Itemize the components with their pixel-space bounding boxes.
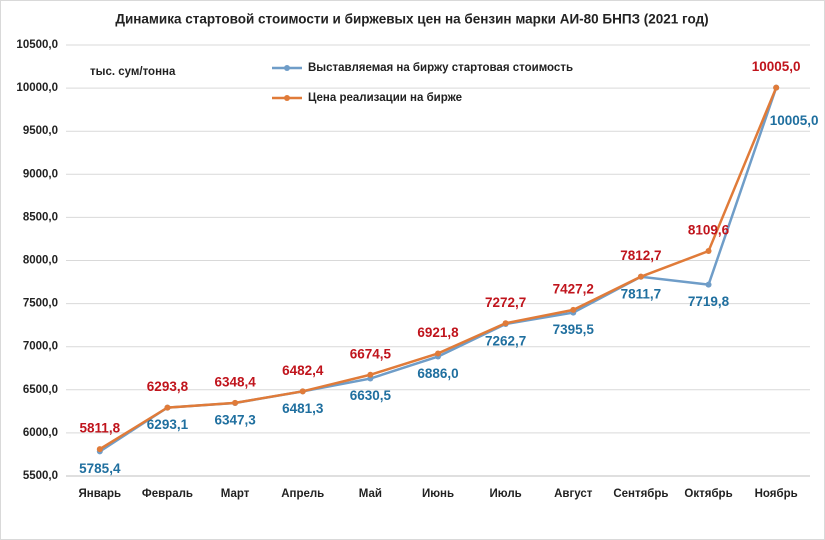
data-label: 6347,3	[214, 413, 256, 428]
x-tick-label: Ноябрь	[755, 488, 798, 500]
data-label: 7812,7	[620, 248, 661, 263]
data-label: 7719,8	[688, 294, 730, 309]
y-tick-label: 8500,0	[23, 211, 58, 223]
point	[367, 371, 374, 378]
legend-marker	[284, 65, 290, 71]
x-tick-label: Август	[554, 488, 593, 500]
y-tick-label: 7500,0	[23, 298, 58, 310]
x-tick-label: Сентябрь	[613, 488, 668, 500]
x-tick-label: Февраль	[142, 488, 193, 500]
y-tick-label: 9000,0	[23, 168, 58, 180]
point	[570, 306, 577, 313]
data-label: 6630,5	[350, 388, 392, 403]
x-tick-label: Апрель	[281, 488, 324, 500]
data-label: 6886,0	[417, 366, 458, 381]
data-label: 6482,4	[282, 363, 324, 378]
data-label: 6348,4	[214, 374, 256, 389]
data-label: 5785,4	[79, 461, 121, 476]
chart-title: Динамика стартовой стоимости и биржевых …	[115, 12, 708, 27]
data-label: 7811,7	[621, 286, 662, 301]
data-label: 8109,6	[688, 223, 730, 238]
y-tick-label: 6500,0	[23, 384, 58, 396]
y-tick-label: 7000,0	[23, 341, 58, 353]
legend-label: Цена реализации на бирже	[308, 92, 462, 104]
y-tick-label: 6000,0	[23, 427, 58, 439]
point	[299, 388, 306, 395]
legend-label: Выставляемая на биржу стартовая стоимост…	[308, 62, 573, 74]
y-axis-label: тыс. сум/тонна	[90, 66, 176, 78]
data-label: 7262,7	[485, 334, 526, 349]
data-label: 7427,2	[553, 281, 594, 296]
point	[435, 350, 441, 357]
data-label: 6293,1	[147, 417, 189, 432]
y-tick-label: 8000,0	[23, 255, 58, 267]
data-label: 6674,5	[350, 346, 392, 361]
point	[705, 248, 712, 255]
data-label: 5811,8	[80, 421, 121, 436]
x-tick-label: Май	[359, 488, 382, 500]
point	[705, 281, 712, 288]
data-label: 7395,5	[553, 322, 595, 337]
point	[232, 399, 239, 406]
x-tick-label: Июль	[490, 488, 522, 500]
data-label: 6921,8	[417, 325, 459, 340]
x-tick-label: Октябрь	[684, 488, 732, 500]
y-tick-label: 5500,0	[23, 470, 58, 482]
x-tick-label: Январь	[79, 488, 122, 500]
legend-marker	[284, 95, 290, 101]
point	[773, 84, 780, 91]
point	[637, 273, 644, 280]
y-tick-label: 10000,0	[16, 82, 58, 94]
data-label: 6481,3	[282, 401, 324, 416]
point	[502, 320, 509, 327]
y-tick-label: 9500,0	[23, 125, 58, 137]
data-label: 10005,0	[770, 113, 819, 128]
y-tick-label: 10500,0	[16, 39, 58, 51]
point	[164, 404, 171, 411]
data-label: 10005,0	[752, 59, 801, 74]
data-label: 7272,7	[485, 295, 526, 310]
x-tick-label: Июнь	[422, 488, 454, 500]
point	[96, 446, 103, 453]
x-tick-label: Март	[221, 488, 250, 500]
data-label: 6293,8	[147, 379, 189, 394]
